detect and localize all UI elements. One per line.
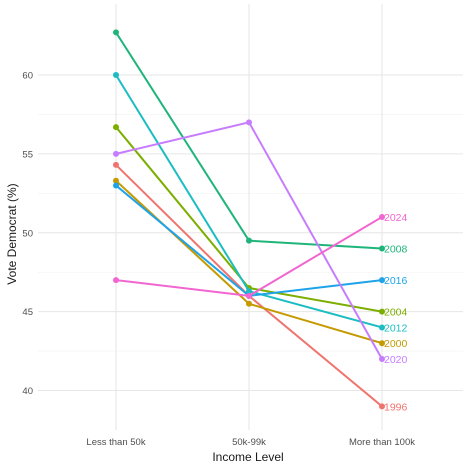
y-tick-label: 50 bbox=[22, 228, 33, 239]
x-axis-ticks: Less than 50k 50k-99k More than 100k bbox=[86, 437, 415, 448]
series-2012 bbox=[113, 72, 385, 331]
data-point bbox=[113, 182, 119, 189]
series-2008 bbox=[113, 29, 385, 252]
data-point bbox=[379, 277, 385, 284]
y-axis-ticks: 40 45 50 55 60 bbox=[22, 71, 33, 398]
data-point bbox=[379, 403, 385, 410]
series-2024 bbox=[113, 214, 385, 299]
data-point bbox=[379, 214, 385, 220]
series-label: 2016 bbox=[384, 275, 408, 287]
y-tick-label: 60 bbox=[22, 71, 33, 82]
series-label: 2024 bbox=[384, 212, 408, 224]
data-point bbox=[113, 161, 119, 168]
data-point bbox=[113, 72, 119, 78]
data-point bbox=[113, 277, 119, 284]
data-point bbox=[379, 245, 385, 252]
data-point bbox=[379, 324, 385, 331]
data-point bbox=[246, 292, 252, 299]
data-point bbox=[379, 340, 385, 347]
data-point bbox=[379, 356, 385, 362]
series-label: 1996 bbox=[384, 401, 408, 413]
data-point bbox=[246, 237, 252, 244]
series-2020 bbox=[113, 119, 385, 362]
x-tick-label: Less than 50k bbox=[86, 437, 145, 448]
y-tick-label: 40 bbox=[22, 386, 33, 397]
series-label: 2012 bbox=[384, 322, 408, 334]
x-axis-title: Income Level bbox=[212, 450, 283, 464]
series-label: 2004 bbox=[384, 307, 408, 319]
data-point bbox=[113, 29, 119, 36]
data-point bbox=[113, 124, 119, 131]
series-2004 bbox=[113, 124, 385, 315]
y-axis-title: Vote Democrat (%) bbox=[5, 183, 19, 284]
y-tick-label: 55 bbox=[22, 149, 33, 160]
x-tick-label: More than 100k bbox=[349, 437, 415, 448]
data-point bbox=[113, 150, 119, 157]
series-group bbox=[113, 29, 385, 410]
data-point bbox=[246, 300, 252, 307]
data-point bbox=[246, 119, 252, 126]
y-tick-label: 45 bbox=[22, 307, 33, 318]
series-end-labels: 1996 2000 2004 2008 2012 2016 2020 2024 bbox=[384, 212, 408, 413]
data-point bbox=[113, 177, 119, 184]
series-label: 2020 bbox=[384, 354, 408, 366]
data-point bbox=[379, 308, 385, 315]
series-label: 2008 bbox=[384, 244, 408, 256]
data-point bbox=[246, 288, 252, 295]
grid bbox=[38, 4, 463, 430]
series-label: 2000 bbox=[384, 338, 408, 350]
x-tick-label: 50k-99k bbox=[232, 437, 266, 448]
